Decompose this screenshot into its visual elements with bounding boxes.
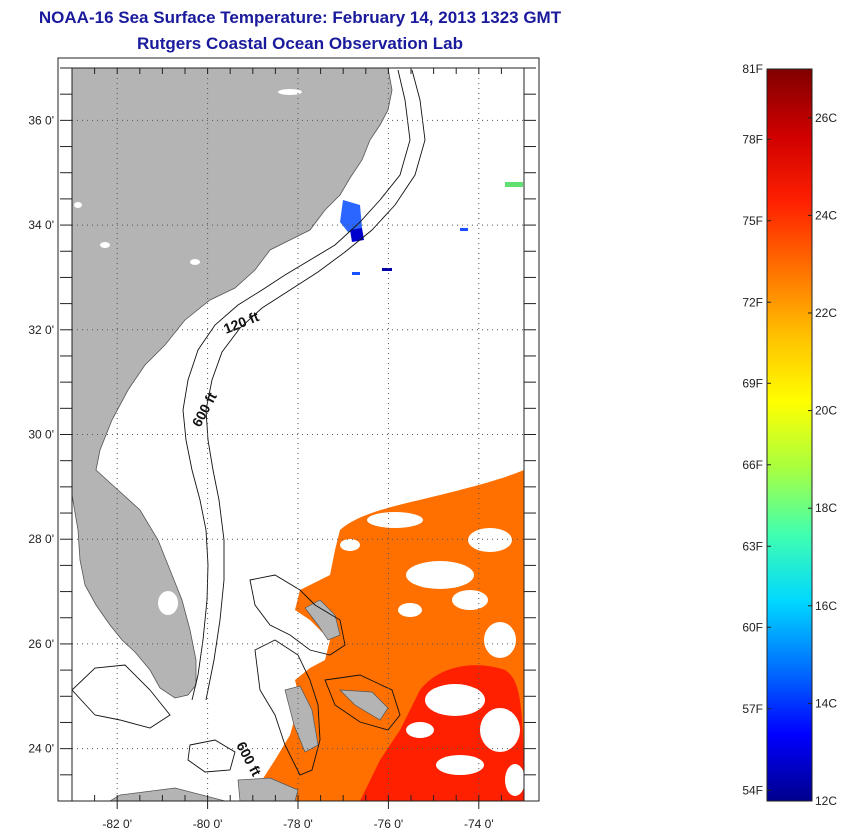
contour-florida-keys — [72, 664, 171, 729]
colorbar-f-label: 78F — [742, 132, 763, 146]
lon-tick-label: -78 0' — [283, 817, 313, 831]
colorbar-f-label: 60F — [742, 620, 763, 634]
colorbar-f-label: 81F — [742, 62, 763, 76]
colorbar-f-label: 54F — [742, 783, 763, 797]
map-title: NOAA-16 Sea Surface Temperature: Februar… — [38, 8, 562, 27]
cloud-mask — [340, 512, 524, 796]
lat-tick-label: 36 0' — [28, 113, 54, 127]
colorbar-c-label: 16C — [815, 599, 837, 613]
colorbar — [766, 68, 813, 802]
colorbar-f-label: 69F — [742, 376, 763, 390]
sst-cold-dot — [382, 268, 392, 271]
colorbar-f-label: 63F — [742, 539, 763, 553]
sst-cold-patch — [340, 200, 362, 232]
colorbar-f-label: 75F — [742, 214, 763, 228]
lat-tick-label: 24 0' — [28, 742, 54, 756]
inland-lakes — [74, 89, 302, 615]
lon-tick-label: -76 0' — [374, 817, 404, 831]
sst-cool-streak — [505, 182, 523, 187]
lat-tick-label: 34 0' — [28, 218, 54, 232]
lon-tick-label: -80 0' — [193, 817, 223, 831]
colorbar-ticks — [767, 68, 812, 802]
land-bahamas — [109, 599, 389, 801]
colorbar-c-label: 12C — [815, 794, 837, 808]
colorbar-c-label: 26C — [815, 111, 837, 125]
lat-tick-label: 32 0' — [28, 323, 54, 337]
contour-cay-sal — [187, 739, 236, 773]
sst-cold-patch-2 — [350, 228, 364, 242]
colorbar-labels: 81F 78F 75F 72F 69F 66F 63F 60F 57F 54F 26C 24C 22C 2… — [742, 62, 837, 808]
lat-tick-label: 30 0' — [28, 428, 54, 442]
sst-cold-dot-2 — [352, 272, 360, 275]
contour-120ft — [182, 69, 411, 701]
colorbar-c-label: 22C — [815, 306, 837, 320]
contour-bahamas-3 — [324, 674, 401, 731]
axis-tick-labels: -82 0' -80 0' -78 0' -76 0' -74 0' 36 0' 34 0'… — [28, 113, 493, 831]
axis-ticks — [60, 67, 536, 809]
map-content: 120 ft 600 ft 600 ft — [72, 68, 524, 801]
bathymetry-contours — [72, 69, 426, 776]
colorbar-f-label: 66F — [742, 458, 763, 472]
lon-tick-label: -74 0' — [464, 817, 494, 831]
contour-bahamas-1 — [249, 574, 346, 656]
colorbar-c-label: 14C — [815, 696, 837, 710]
contour-bahamas-2 — [254, 639, 321, 776]
colorbar-c-label: 18C — [815, 501, 837, 515]
colorbar-f-label: 72F — [742, 295, 763, 309]
colorbar-f-label: 57F — [742, 702, 763, 716]
sst-cold-dot-3 — [460, 228, 468, 231]
colorbar-c-label: 20C — [815, 404, 837, 418]
map-grid — [72, 68, 524, 801]
map-subtitle: Rutgers Coastal Ocean Observation Lab — [137, 34, 463, 53]
contour-600ft — [205, 69, 426, 701]
lon-tick-label: -82 0' — [102, 817, 132, 831]
lat-tick-label: 26 0' — [28, 637, 54, 651]
lat-tick-label: 28 0' — [28, 532, 54, 546]
colorbar-c-label: 24C — [815, 208, 837, 222]
